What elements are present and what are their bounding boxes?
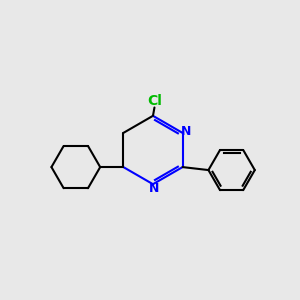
Text: Cl: Cl (147, 94, 162, 108)
Text: N: N (181, 125, 192, 138)
Text: N: N (149, 182, 160, 195)
